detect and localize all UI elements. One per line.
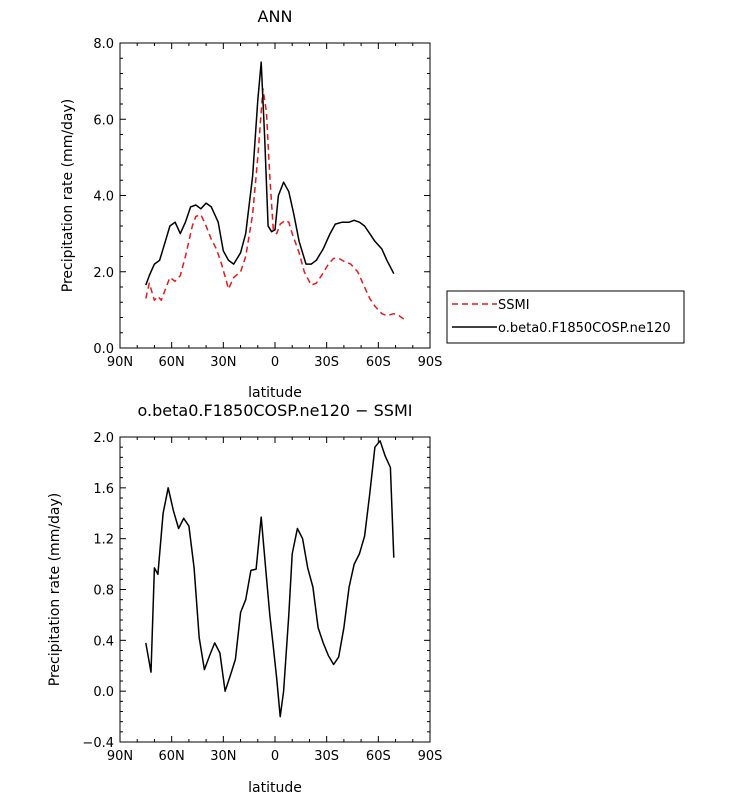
bottom-y-tick-label: 2.0 [93,431,114,446]
bottom-x-tick-label: 0 [271,749,279,764]
top-y-tick-label: 4.0 [93,190,114,205]
bottom-y-tick-label: 1.2 [93,533,114,548]
bottom-x-tick-label: 90N [107,749,133,764]
bottom-x-tick-label: 30S [314,749,339,764]
legend-box [446,290,685,344]
top-y-tick-label: 6.0 [93,113,114,128]
bottom-y-tick-label: 1.6 [93,482,114,497]
top-series-line-o-beta0-f1850cosp-ne120 [145,61,395,286]
top-x-tick-label: 0 [271,355,279,370]
bottom-plot-frame [119,436,431,743]
bottom-x-tick-label: 30N [210,749,236,764]
top-x-tick-label: 60S [366,355,391,370]
bottom-x-tick-label: 60N [159,749,185,764]
top-y-tick-label: 8.0 [93,37,114,52]
top-plot-frame [119,42,431,349]
bottom-chart-title: o.beta0.F1850COSP.ne120 − SSMI [138,401,413,420]
bottom-panel: o.beta0.F1850COSP.ne120 − SSMI 90N 60N 30N… [47,401,442,796]
bottom-x-tick-label: 90S [418,749,443,764]
top-chart-title: ANN [258,7,293,26]
bottom-y-tick-label: 0.0 [93,685,114,700]
top-x-axis-label: latitude [248,385,302,401]
top-x-tick-label: 90S [418,355,443,370]
bottom-y-tick-label: 0.4 [93,634,114,649]
legend-label-model: o.beta0.F1850COSP.ne120 [498,321,671,336]
top-series-line-ssmi [145,88,405,321]
bottom-y-tick-label: −0.4 [82,736,114,751]
legend: SSMI o.beta0.F1850COSP.ne120 [446,290,685,344]
top-x-tick-label: 60N [159,355,185,370]
top-x-tick-label: 30S [314,355,339,370]
top-x-tick-label: 90N [107,355,133,370]
bottom-x-tick-label: 60S [366,749,391,764]
top-y-axis-label: Precipitation rate (mm/day) [60,99,76,293]
bottom-y-axis-label: Precipitation rate (mm/day) [47,493,63,687]
top-panel: ANN 90N 60N 30N 0 30S 60S 90S 0.0 2.0 4.0 6.0 8.0 l… [60,7,442,401]
bottom-series-line-difference [145,440,395,718]
bottom-x-axis-label: latitude [248,780,302,796]
top-y-tick-label: 0.0 [93,342,114,357]
bottom-y-tick-label: 0.8 [93,584,114,599]
top-x-tick-label: 30N [210,355,236,370]
legend-label-ssmi: SSMI [498,298,530,313]
top-y-tick-label: 2.0 [93,266,114,281]
